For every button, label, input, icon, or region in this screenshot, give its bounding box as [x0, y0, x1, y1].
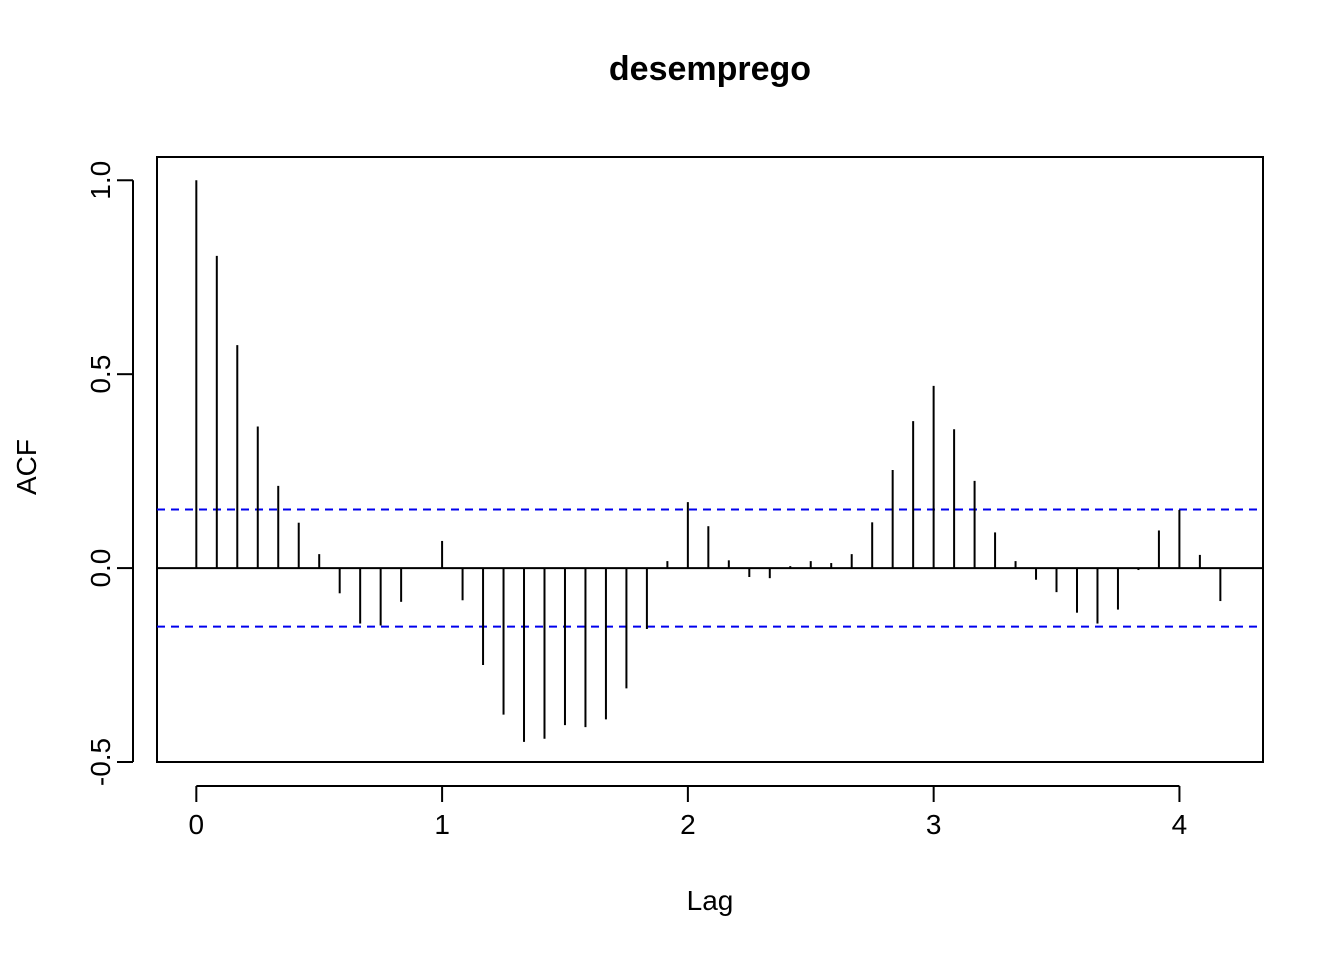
x-tick-label: 1 — [434, 809, 450, 840]
chart-title: desemprego — [609, 50, 811, 88]
x-tick-label: 2 — [680, 809, 696, 840]
acf-bars — [195, 180, 1222, 742]
x-tick-label: 4 — [1172, 809, 1188, 840]
y-tick-label: 1.0 — [85, 161, 116, 200]
plot-frame — [156, 156, 1264, 763]
y-axis-label: ACF — [11, 439, 42, 495]
y-axis: -0.5 0.0 0.5 1.0 — [85, 161, 134, 786]
x-tick-label: 3 — [926, 809, 942, 840]
y-tick-label: 0.5 — [85, 355, 116, 394]
x-tick-label: 0 — [189, 809, 205, 840]
x-axis-label: Lag — [687, 885, 734, 916]
y-tick-label: 0.0 — [85, 549, 116, 588]
y-tick-label: -0.5 — [85, 738, 116, 786]
x-axis: 0 1 2 3 4 — [189, 785, 1188, 840]
